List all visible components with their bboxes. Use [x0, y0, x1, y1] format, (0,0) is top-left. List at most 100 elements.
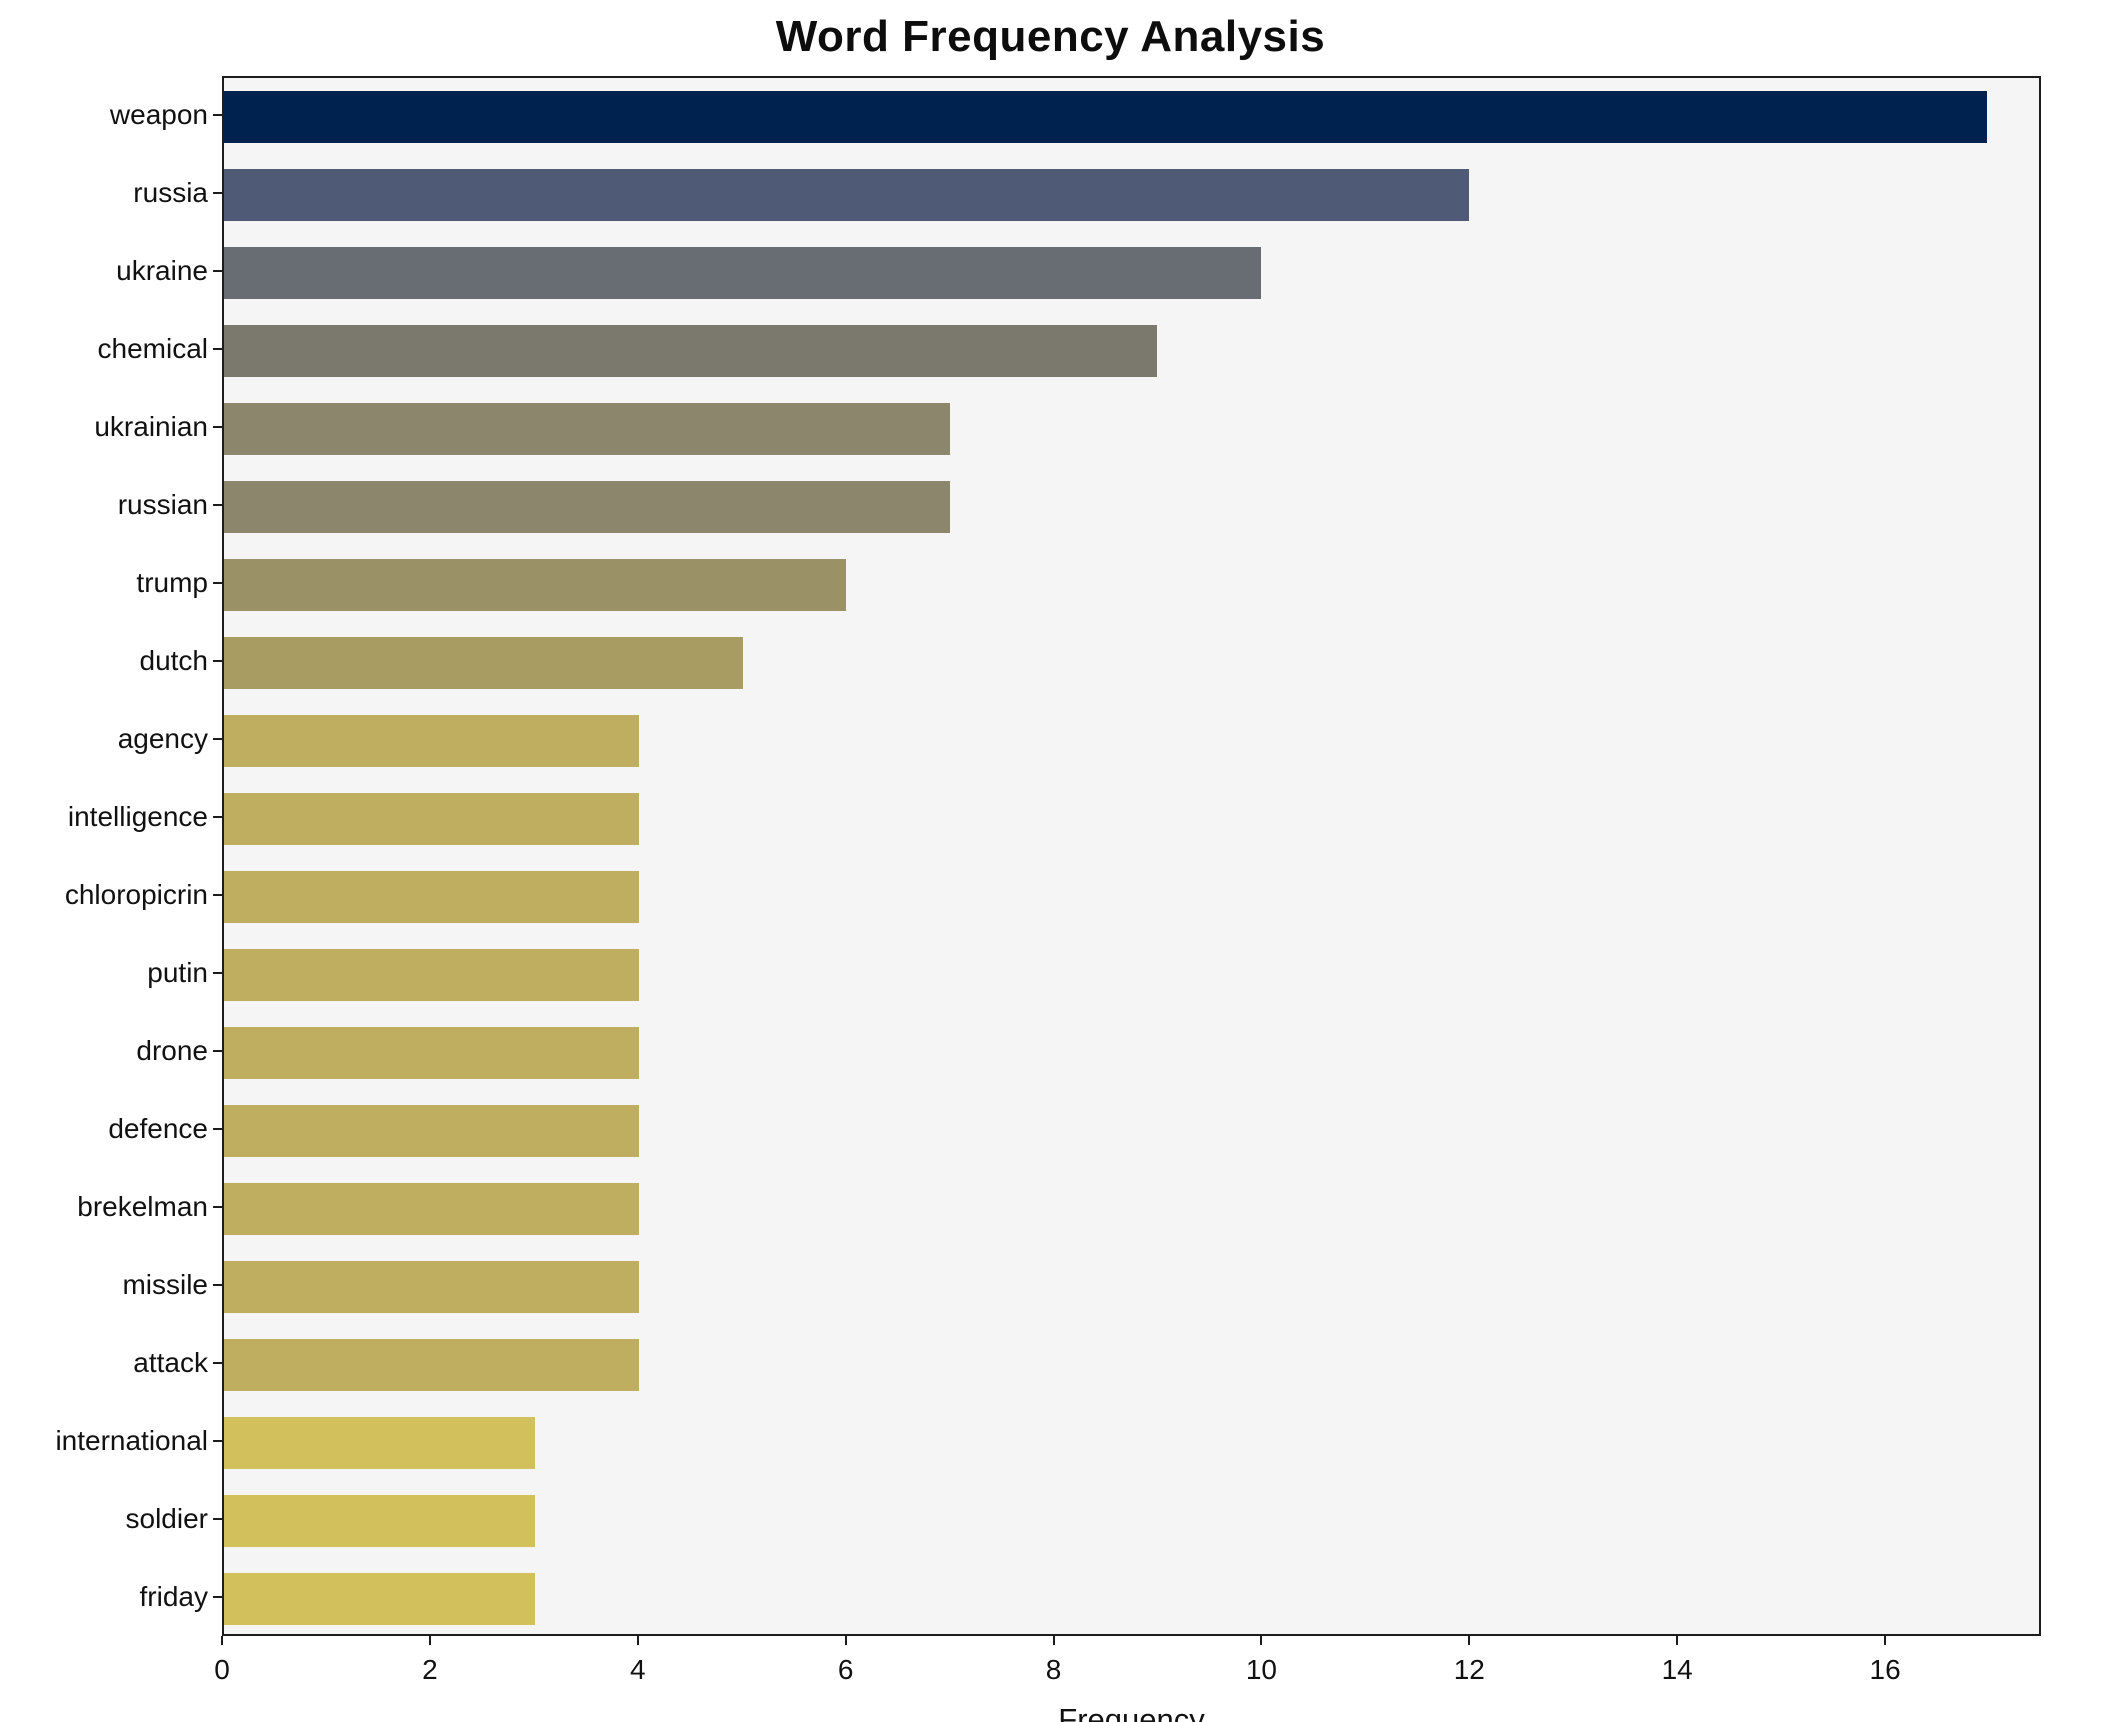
bar-row — [224, 1248, 2039, 1326]
y-tick-mark — [213, 972, 222, 974]
y-tick-label: brekelman — [77, 1191, 208, 1222]
bar-missile — [224, 1261, 639, 1313]
x-tick-mark — [1260, 1636, 1263, 1645]
x-tick-label: 16 — [1869, 1654, 1901, 1685]
y-tick-mark — [213, 816, 222, 818]
x-tick-mark — [1884, 1636, 1887, 1645]
bar-soldier — [224, 1495, 536, 1547]
bar-row — [224, 546, 2039, 624]
bar-chloropicrin — [224, 871, 639, 923]
x-tick-mark — [221, 1636, 223, 1645]
y-tick-mark — [213, 114, 222, 116]
x-tick-label: 10 — [1245, 1654, 1277, 1685]
bar-friday — [224, 1573, 536, 1625]
y-tick-label: intelligence — [67, 801, 208, 832]
bar-row — [224, 312, 2039, 390]
bar-chemical — [224, 325, 1158, 377]
x-axis-label: Frequency — [1058, 1702, 1205, 1722]
bar-row — [224, 78, 2039, 156]
y-tick-label: chloropicrin — [64, 879, 208, 910]
bar-weapon — [224, 91, 1988, 143]
x-tick-mark — [636, 1636, 639, 1645]
bar-row — [224, 624, 2039, 702]
y-tick-mark — [213, 1440, 222, 1442]
chart-title: Word Frequency Analysis — [775, 12, 1326, 61]
y-tick-label: chemical — [97, 333, 208, 364]
y-tick-label: attack — [133, 1347, 208, 1378]
y-tick-label: russian — [117, 489, 208, 520]
y-tick-mark — [213, 582, 222, 584]
y-tick-label: soldier — [125, 1503, 208, 1534]
y-tick-mark — [213, 270, 222, 272]
y-tick-label: trump — [136, 567, 208, 598]
bars-layer — [224, 78, 2039, 1634]
bar-russian — [224, 481, 950, 533]
y-tick-label: ukrainian — [94, 411, 208, 442]
bar-row — [224, 1170, 2039, 1248]
x-tick-label: 2 — [422, 1654, 438, 1685]
x-tick-mark — [1052, 1636, 1055, 1645]
bar-putin — [224, 949, 639, 1001]
y-tick-label: russia — [133, 177, 208, 208]
bar-row — [224, 936, 2039, 1014]
y-tick-label: weapon — [109, 99, 208, 130]
y-tick-mark — [213, 1596, 222, 1598]
x-tick-label: 0 — [214, 1654, 230, 1685]
bar-row — [224, 858, 2039, 936]
x-tick-mark — [1468, 1636, 1471, 1645]
bar-row — [224, 390, 2039, 468]
x-tick-mark — [1676, 1636, 1679, 1645]
bar-drone — [224, 1027, 639, 1079]
x-tick-mark — [844, 1636, 847, 1645]
bar-russia — [224, 169, 1469, 221]
bar-row — [224, 234, 2039, 312]
y-tick-mark — [213, 504, 222, 506]
bar-row — [224, 1560, 2039, 1638]
y-tick-label: agency — [117, 723, 208, 754]
y-tick-mark — [213, 894, 222, 896]
bar-defence — [224, 1105, 639, 1157]
bar-dutch — [224, 637, 743, 689]
bar-international — [224, 1417, 536, 1469]
y-tick-label: friday — [139, 1581, 208, 1612]
bar-row — [224, 1482, 2039, 1560]
bar-ukrainian — [224, 403, 950, 455]
y-tick-mark — [213, 426, 222, 428]
y-tick-label: missile — [122, 1269, 208, 1300]
bar-row — [224, 1092, 2039, 1170]
y-tick-label: ukraine — [116, 255, 208, 286]
y-tick-mark — [213, 1050, 222, 1052]
bar-row — [224, 702, 2039, 780]
bar-agency — [224, 715, 639, 767]
x-tick-label: 6 — [837, 1654, 854, 1685]
x-tick-label: 12 — [1453, 1654, 1485, 1685]
bar-row — [224, 1404, 2039, 1482]
bar-row — [224, 1326, 2039, 1404]
x-tick-label: 4 — [629, 1654, 646, 1685]
bar-row — [224, 156, 2039, 234]
bar-row — [224, 468, 2039, 546]
y-tick-mark — [213, 660, 222, 662]
y-tick-mark — [213, 1362, 222, 1364]
y-tick-mark — [213, 1128, 222, 1130]
y-tick-mark — [213, 192, 222, 194]
y-tick-mark — [213, 738, 222, 740]
y-tick-label: international — [55, 1425, 208, 1456]
y-tick-label: putin — [147, 957, 208, 988]
y-tick-label: dutch — [139, 645, 209, 676]
bar-row — [224, 780, 2039, 858]
bar-trump — [224, 559, 847, 611]
y-tick-mark — [213, 1206, 222, 1208]
y-tick-mark — [213, 348, 222, 350]
x-tick-label: 14 — [1661, 1654, 1693, 1685]
bar-ukraine — [224, 247, 1262, 299]
plot-area — [222, 76, 2041, 1636]
y-tick-mark — [213, 1518, 222, 1520]
y-tick-mark — [213, 1284, 222, 1286]
bar-row — [224, 1014, 2039, 1092]
x-tick-label: 8 — [1045, 1654, 1062, 1685]
bar-intelligence — [224, 793, 639, 845]
bar-attack — [224, 1339, 639, 1391]
y-tick-label: drone — [136, 1035, 208, 1066]
